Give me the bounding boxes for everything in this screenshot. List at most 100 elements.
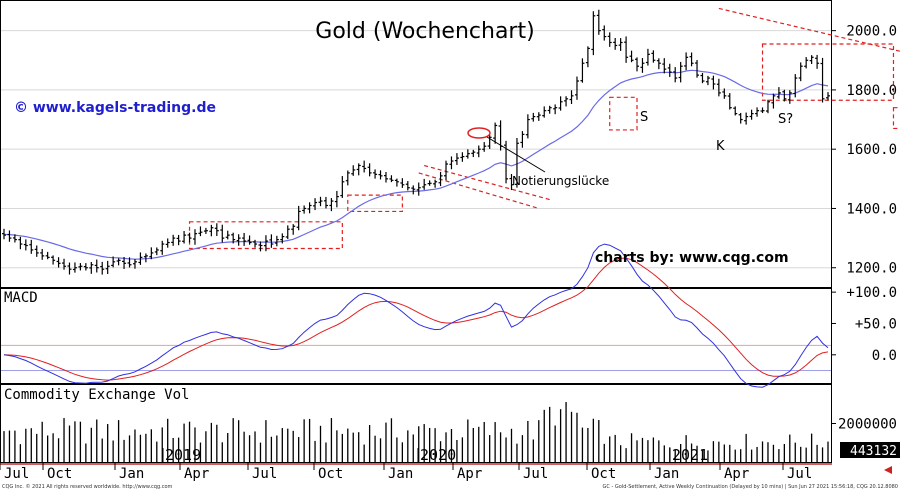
price-bar bbox=[700, 72, 705, 84]
price-bar bbox=[629, 50, 634, 63]
price-bar bbox=[389, 175, 394, 183]
price-bar bbox=[62, 258, 67, 270]
price-bar bbox=[400, 178, 405, 188]
annotation-k: K bbox=[716, 139, 725, 154]
price-bar bbox=[7, 230, 12, 242]
price-bar bbox=[722, 88, 727, 99]
price-bar bbox=[307, 202, 312, 214]
price-bar bbox=[809, 55, 814, 65]
macd-signal-line bbox=[3, 257, 829, 381]
gap-marker-pointer bbox=[486, 136, 546, 173]
price-bar bbox=[422, 178, 427, 190]
price-bar bbox=[214, 223, 219, 237]
price-bar bbox=[454, 153, 459, 165]
price-bar bbox=[100, 261, 105, 275]
price-bars bbox=[2, 9, 830, 275]
price-bar bbox=[536, 112, 541, 121]
price-bar bbox=[2, 228, 6, 240]
price-bar bbox=[711, 75, 716, 90]
price-bar bbox=[624, 36, 629, 63]
year-label: 2019 bbox=[165, 446, 201, 464]
price-bar bbox=[635, 57, 640, 72]
price-bar bbox=[345, 170, 350, 186]
price-bar bbox=[192, 229, 197, 245]
price-bar bbox=[78, 263, 83, 271]
grid bbox=[1, 30, 831, 371]
moving-average-line bbox=[3, 69, 829, 260]
price-bar bbox=[356, 163, 361, 176]
time-tick-label: Jan bbox=[654, 466, 679, 482]
price-bar bbox=[220, 224, 225, 243]
time-tick-label: Apr bbox=[724, 466, 749, 482]
price-bar bbox=[765, 99, 770, 114]
price-bar bbox=[558, 96, 563, 111]
price-bar bbox=[116, 258, 121, 266]
volume-last-value-box bbox=[840, 442, 900, 458]
price-bar bbox=[143, 253, 148, 263]
price-bar bbox=[34, 245, 39, 257]
price-bar bbox=[94, 259, 99, 273]
price-bar bbox=[542, 106, 547, 118]
price-bar bbox=[607, 32, 612, 47]
price-bar bbox=[138, 252, 143, 265]
price-bar bbox=[132, 259, 137, 269]
macd-tick-label: +100.0 bbox=[846, 285, 897, 301]
time-tick-label: Oct bbox=[318, 466, 343, 482]
price-bar bbox=[514, 137, 519, 188]
price-bar bbox=[509, 174, 514, 191]
scroll-arrow-icon[interactable] bbox=[884, 466, 892, 474]
time-tick-label: Apr bbox=[184, 466, 209, 482]
price-bar bbox=[787, 90, 792, 104]
price-bar bbox=[460, 152, 465, 162]
pattern-box-4 bbox=[892, 107, 900, 130]
price-bar bbox=[820, 57, 825, 103]
price-bar bbox=[782, 89, 787, 102]
price-bar bbox=[411, 185, 416, 195]
price-bar bbox=[705, 75, 710, 86]
price-bar bbox=[83, 263, 88, 271]
price-bar bbox=[727, 93, 732, 110]
price-bar bbox=[236, 234, 241, 246]
price-bar bbox=[231, 232, 236, 244]
price-bar bbox=[755, 107, 760, 117]
price-bar bbox=[296, 205, 301, 231]
price-tick-label: 1200.0 bbox=[846, 261, 897, 277]
price-bar bbox=[645, 48, 650, 66]
price-bar bbox=[689, 52, 694, 67]
year-label: 2021 bbox=[672, 446, 708, 464]
price-bar bbox=[433, 179, 438, 188]
annotation-notierungsluecke: Notierungslücke bbox=[512, 174, 609, 188]
price-bar bbox=[591, 11, 596, 56]
price-bar bbox=[695, 59, 700, 78]
price-bar bbox=[613, 37, 618, 50]
price-bar bbox=[378, 170, 383, 180]
price-bar bbox=[487, 134, 492, 149]
price-bar bbox=[171, 234, 176, 246]
price-bar bbox=[798, 62, 803, 82]
macd-panel bbox=[0, 288, 832, 384]
price-bar bbox=[263, 235, 268, 252]
price-bar bbox=[203, 227, 208, 234]
time-tick-label: Jan bbox=[388, 466, 413, 482]
price-bar bbox=[302, 205, 307, 214]
price-bar bbox=[716, 78, 721, 97]
trendline-5 bbox=[424, 164, 550, 201]
price-bar bbox=[280, 233, 285, 244]
price-bar bbox=[285, 225, 290, 240]
price-bar bbox=[656, 58, 661, 70]
price-bar bbox=[89, 262, 94, 274]
macd-lines bbox=[3, 243, 829, 388]
volume-tick-label: 2000000 bbox=[838, 417, 897, 433]
price-bar bbox=[678, 61, 683, 83]
price-bar bbox=[667, 63, 672, 77]
price-bar bbox=[471, 149, 476, 158]
time-axis: Jul Oct Jan Apr Jul Oct Jan Apr Jul Oct Jan Apr Jul 2… bbox=[0, 446, 832, 482]
chart-title: Gold (Wochenchart) bbox=[315, 19, 534, 44]
price-bar bbox=[804, 57, 809, 69]
price-bar bbox=[416, 182, 421, 196]
price-bar bbox=[580, 58, 585, 83]
price-bar bbox=[182, 230, 187, 244]
price-bar bbox=[465, 149, 470, 159]
price-bar bbox=[776, 87, 781, 99]
price-bar bbox=[771, 93, 776, 109]
